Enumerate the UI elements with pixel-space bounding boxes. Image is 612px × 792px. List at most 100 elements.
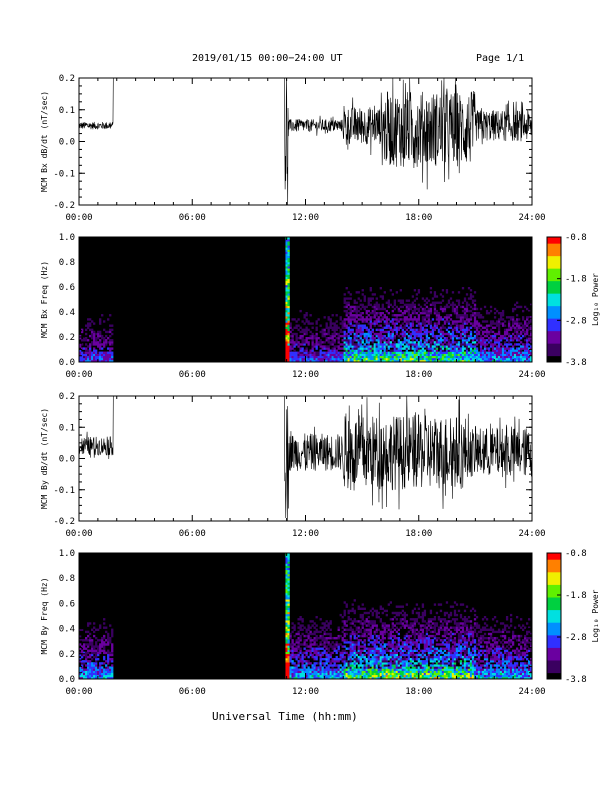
- spectrogram-cell: [325, 632, 328, 636]
- spectrogram-cell: [389, 337, 392, 340]
- spectrogram-cell: [315, 653, 318, 657]
- spectrogram-cell: [299, 649, 302, 652]
- spectrogram-cell: [407, 662, 411, 665]
- spectrogram-cell: [473, 355, 477, 359]
- spectrogram-cell: [407, 322, 411, 325]
- spectrogram-cell: [297, 622, 300, 625]
- spectrogram-cell: [345, 647, 348, 650]
- spectrogram-cell: [495, 320, 499, 323]
- spectrogram-cell: [321, 674, 324, 678]
- spectrogram-cell: [445, 345, 449, 348]
- spectrogram-cell: [425, 628, 429, 631]
- spectrogram-cell: [363, 643, 366, 646]
- spectrogram-cell: [393, 616, 396, 619]
- spectrogram-cell: [95, 653, 98, 657]
- spectrogram-cell: [305, 672, 308, 676]
- spectrogram-cell: [361, 616, 364, 619]
- spectrogram-cell: [475, 314, 479, 317]
- spectrogram-cell: [483, 343, 487, 346]
- spectrogram-cell: [301, 353, 304, 357]
- spectrogram-cell: [395, 674, 398, 678]
- spectrogram-cell: [81, 359, 84, 363]
- spectrogram-cell: [111, 341, 114, 344]
- spectrogram-cell: [403, 662, 407, 665]
- spectrogram-cell: [319, 662, 322, 665]
- spectrogram-cell: [323, 630, 326, 634]
- spectrogram-cell: [389, 632, 392, 636]
- spectrogram-cell: [313, 672, 316, 676]
- spectrogram-cell: [349, 314, 352, 317]
- spectrogram-cell: [285, 653, 288, 657]
- spectrogram-cell: [419, 351, 423, 354]
- spectrogram-cell: [397, 605, 400, 608]
- spectrogram-cell: [477, 332, 481, 336]
- spectrogram-cell: [383, 660, 386, 663]
- spectrogram-cell: [421, 309, 425, 313]
- spectrogram-cell: [429, 618, 433, 621]
- spectrogram-cell: [301, 632, 304, 636]
- spectrogram-cell: [305, 670, 308, 673]
- spectrogram-cell: [491, 347, 495, 350]
- spectrogram-cell: [389, 637, 392, 640]
- spectrogram-cell: [297, 345, 300, 348]
- spectrogram-cell: [81, 328, 84, 332]
- spectrogram-cell: [99, 343, 102, 346]
- spectrogram-cell: [287, 307, 290, 311]
- spectrogram-cell: [363, 620, 366, 623]
- spectrogram-cell: [391, 618, 394, 621]
- spectrogram-cell: [83, 347, 86, 350]
- spectrogram-cell: [519, 322, 523, 325]
- spectrogram-cell: [317, 672, 320, 676]
- spectrogram-cell: [423, 330, 427, 334]
- spectrogram-cell: [349, 353, 352, 357]
- spectrogram-cell: [105, 674, 108, 678]
- spectrogram-cell: [319, 653, 322, 657]
- spectrogram-cell: [285, 291, 288, 294]
- spectrogram-cell: [303, 651, 306, 655]
- spectrogram-cell: [363, 357, 366, 361]
- spectrogram-cell: [297, 664, 300, 667]
- spectrogram-cell: [461, 341, 465, 344]
- spectrogram-cell: [93, 359, 96, 363]
- spectrogram-cell: [335, 664, 338, 667]
- spectrogram-cell: [333, 328, 336, 332]
- spectrogram-cell: [411, 322, 415, 325]
- spectrogram-cell: [333, 351, 336, 354]
- spectrogram-cell: [479, 347, 483, 350]
- spectrogram-cell: [401, 645, 405, 648]
- spectrogram-cell: [287, 282, 290, 286]
- spectrogram-cell: [351, 666, 354, 669]
- spectrogram-cell: [530, 359, 533, 363]
- spectrogram-cell: [305, 359, 308, 363]
- spectrogram-cell: [423, 613, 427, 617]
- spectrogram-cell: [351, 318, 354, 321]
- spectrogram-cell: [449, 324, 453, 327]
- spectrogram-cell: [369, 647, 372, 650]
- spectrogram-cell: [85, 339, 88, 342]
- spectrogram-cell: [395, 316, 398, 319]
- spectrogram-cell: [359, 668, 362, 671]
- spectrogram-cell: [355, 637, 358, 640]
- spectrogram-cell: [87, 353, 90, 357]
- spectrogram-cell: [453, 345, 457, 348]
- spectrogram-cell: [377, 616, 380, 619]
- spectrogram-cell: [111, 332, 114, 336]
- spectrogram-cell: [295, 670, 298, 673]
- spectrogram-cell: [87, 666, 90, 669]
- spectrogram-cell: [417, 616, 421, 619]
- spectrogram-cell: [379, 632, 382, 636]
- spectrogram-cell: [395, 622, 398, 625]
- spectrogram-cell: [499, 316, 503, 319]
- spectrogram-cell: [395, 318, 398, 321]
- spectrogram-cell: [427, 307, 431, 311]
- spectrogram-cell: [299, 672, 302, 676]
- spectrogram-cell: [299, 351, 302, 354]
- spectrogram-cell: [387, 626, 390, 629]
- spectrogram-cell: [93, 647, 96, 650]
- spectrogram-cell: [97, 341, 100, 344]
- spectrogram-cell: [369, 676, 372, 680]
- spectrogram-cell: [331, 322, 334, 325]
- spectrogram-cell: [91, 351, 94, 354]
- spectrogram-cell: [333, 332, 336, 336]
- spectrogram-cell: [403, 676, 407, 680]
